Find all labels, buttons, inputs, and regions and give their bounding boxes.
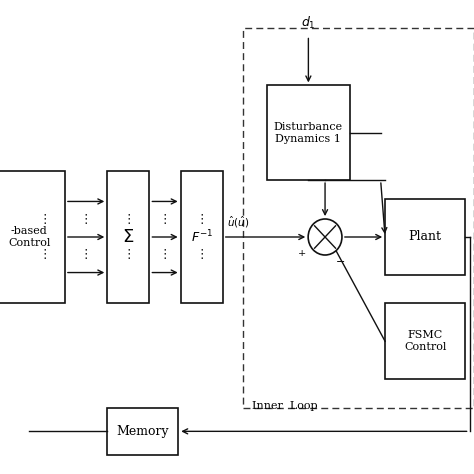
Text: ⋮: ⋮ — [159, 248, 171, 261]
Bar — [385, 199, 465, 275]
Text: ⋮: ⋮ — [195, 213, 208, 226]
Circle shape — [308, 219, 342, 255]
Text: ⋮: ⋮ — [122, 213, 135, 226]
Text: Inner  Loop: Inner Loop — [252, 401, 317, 410]
Bar — [107, 171, 149, 303]
Bar — [107, 408, 178, 455]
Text: ⋮: ⋮ — [80, 248, 92, 261]
Text: $-$: $-$ — [335, 255, 346, 265]
Text: Plant: Plant — [409, 230, 442, 244]
Text: ⋮: ⋮ — [159, 213, 171, 226]
Bar — [267, 85, 349, 180]
Text: ⋮: ⋮ — [39, 248, 51, 261]
Text: $\Sigma$: $\Sigma$ — [122, 228, 135, 246]
Text: ⋮: ⋮ — [195, 248, 208, 261]
Bar — [0, 171, 65, 303]
Text: FSMC
Control: FSMC Control — [404, 330, 447, 352]
Text: ⋮: ⋮ — [122, 248, 135, 261]
Text: Disturbance
Dynamics 1: Disturbance Dynamics 1 — [274, 122, 343, 144]
Text: $d_1$: $d_1$ — [301, 15, 316, 31]
Bar — [385, 303, 465, 379]
Bar — [181, 171, 223, 303]
Text: $F^{-1}$: $F^{-1}$ — [191, 228, 213, 246]
Text: ⋮: ⋮ — [80, 213, 92, 226]
Text: +: + — [298, 249, 306, 258]
Text: ⋮: ⋮ — [39, 213, 51, 226]
Text: $\hat{u}(\hat{u})$: $\hat{u}(\hat{u})$ — [227, 215, 249, 230]
Text: -based
Control: -based Control — [8, 226, 51, 248]
Bar — [243, 28, 474, 408]
Text: Memory: Memory — [117, 425, 169, 438]
